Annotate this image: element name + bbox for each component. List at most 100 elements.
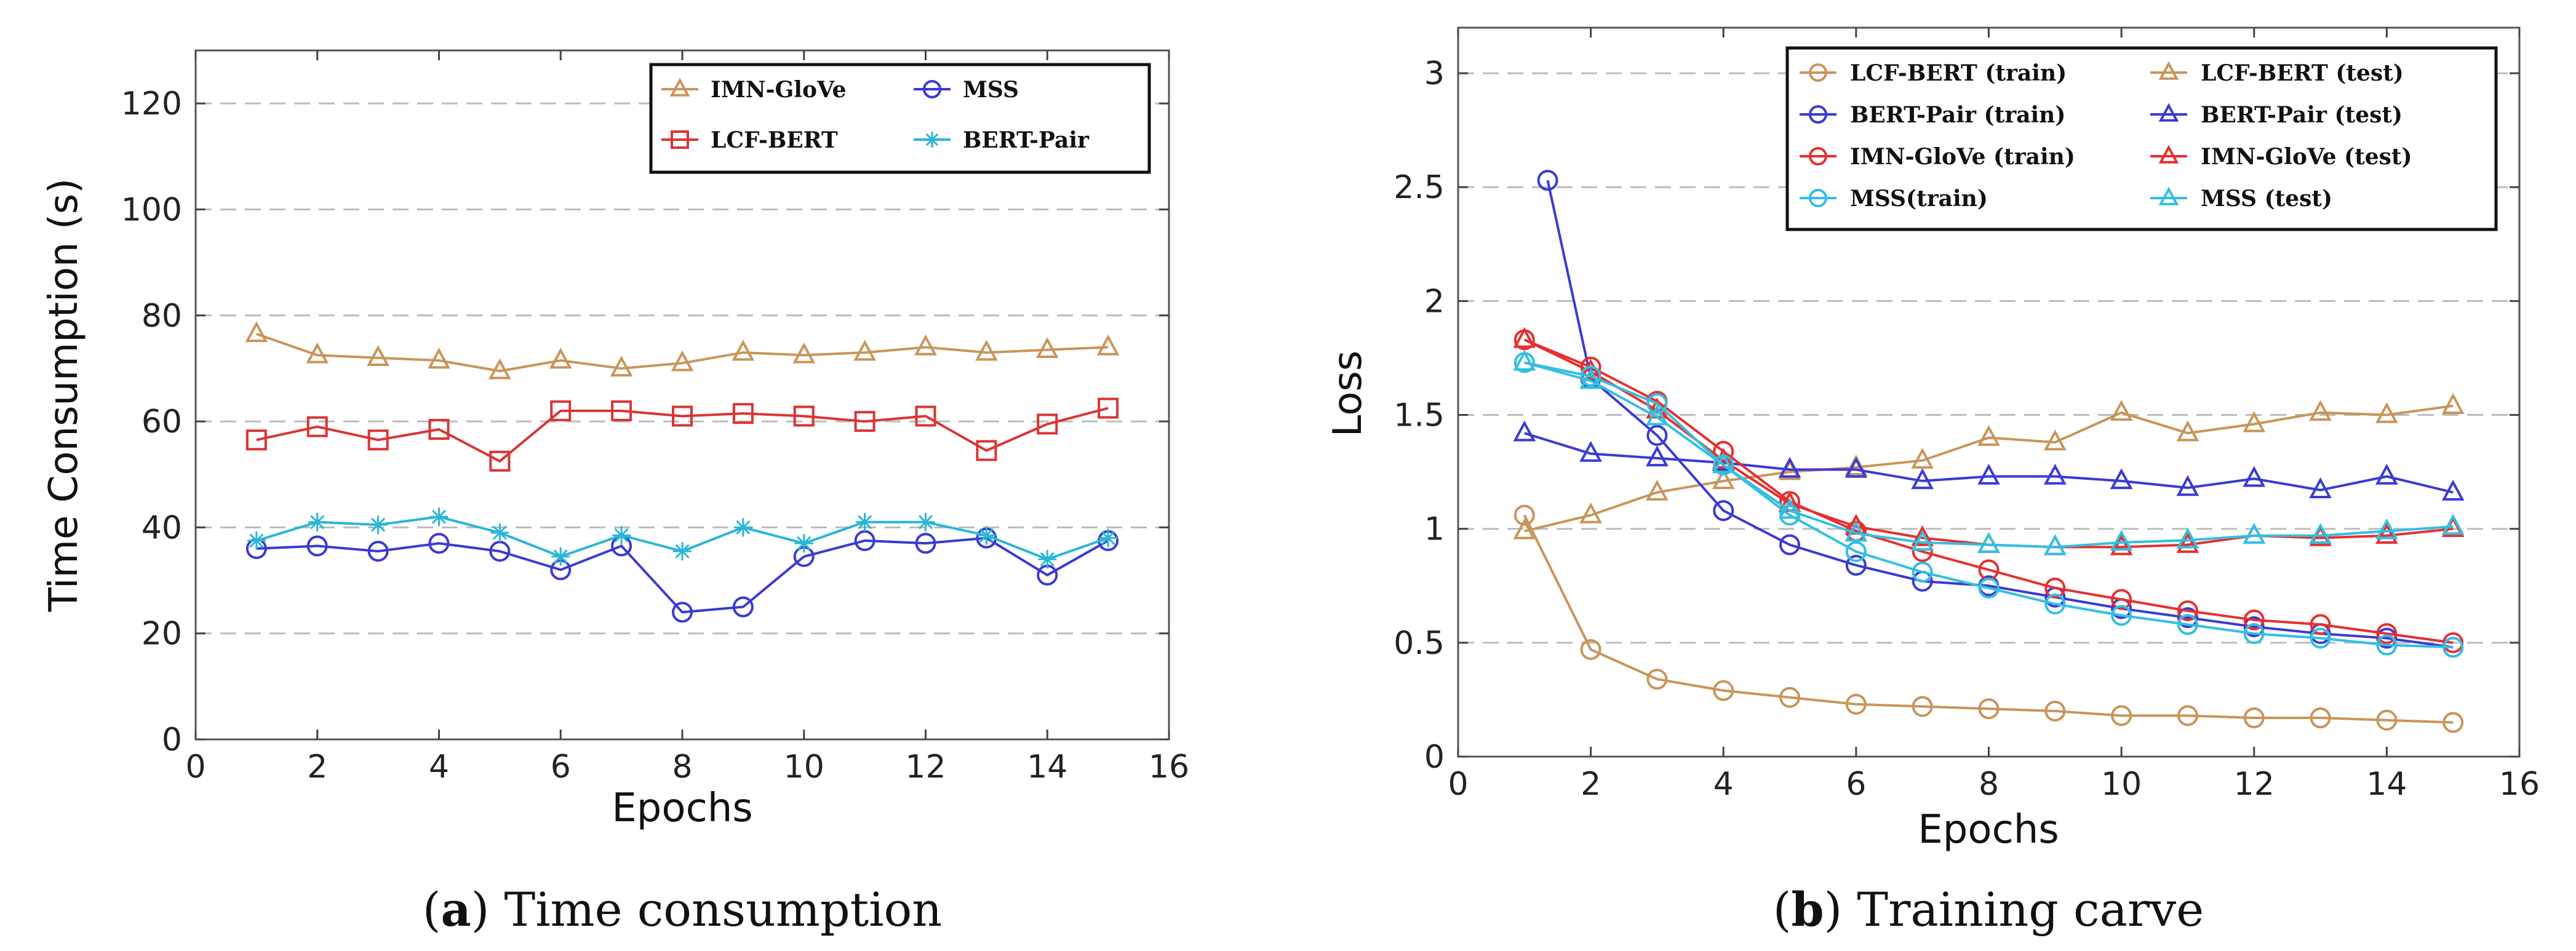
data-point: [1713, 680, 1734, 701]
data-point: [610, 356, 633, 377]
data-point: [794, 534, 813, 553]
data-point: [2243, 609, 2265, 631]
x-tick-label: 10: [784, 749, 824, 786]
data-point: [732, 340, 755, 361]
data-point: [428, 419, 450, 440]
chart-training-curve: 0 0.5 1 1.5 2 2.5 3 0 2 4 6 8 10 12 14 16 Epochs Loss L…: [1325, 26, 2540, 937]
data-point: [428, 348, 450, 369]
legend-label: LCF-BERT: [711, 127, 838, 153]
legend-item: MSS(train): [1800, 186, 1988, 212]
data-point: [306, 416, 328, 437]
legend-label: IMN-GloVe: [711, 77, 847, 103]
y-tick-label: 1: [1424, 511, 1445, 548]
data-point: [2111, 605, 2132, 626]
x-tick-label: 8: [672, 749, 692, 786]
y-axis-label-a: Time Consumption (s): [41, 178, 87, 612]
data-point: [1580, 639, 1601, 660]
data-point: [1579, 359, 1602, 380]
data-point: [853, 340, 876, 361]
data-point: [2177, 607, 2198, 629]
data-point: [369, 515, 388, 535]
series-line: [1524, 404, 2454, 533]
data-point: [1844, 456, 1868, 478]
legend-item: LCF-BERT: [661, 127, 838, 153]
legend-label: LCF-BERT (test): [2201, 60, 2404, 86]
y-tick-label: 1.5: [1394, 397, 1445, 434]
data-point: [1037, 413, 1058, 435]
data-point: [1580, 365, 1601, 387]
data-point: [2177, 614, 2198, 635]
series-lcf-bert-train-: [1513, 504, 2464, 733]
data-point: [612, 526, 631, 545]
data-point: [1978, 577, 2000, 599]
x-tick-label: 12: [905, 749, 946, 786]
data-point: [2375, 463, 2398, 485]
x-tick-label: 10: [2101, 766, 2142, 803]
legend-item: BERT-Pair (train): [1800, 102, 2065, 128]
data-point: [1646, 479, 1669, 501]
data-point: [490, 523, 509, 542]
data-point: [1513, 518, 1536, 539]
data-point: [1579, 440, 1602, 462]
data-point: [2243, 523, 2266, 544]
data-point: [306, 342, 329, 364]
data-point: [2441, 479, 2465, 501]
data-point: [855, 512, 874, 531]
data-point: [2442, 637, 2464, 658]
y-axis-label-b: Loss: [1325, 351, 1371, 437]
legend-item: LCF-BERT (test): [2150, 60, 2404, 86]
data-point: [551, 547, 570, 566]
data-point: [2110, 468, 2133, 490]
y-tick-label: 0: [162, 722, 182, 758]
legend-marker: [671, 130, 689, 149]
legend-b: LCF-BERT (train) LCF-BERT (test) BERT-Pair…: [1785, 46, 2498, 231]
data-point: [2176, 475, 2199, 496]
data-point: [611, 400, 632, 421]
data-point: [2376, 634, 2398, 656]
x-tick-label: 4: [1713, 766, 1734, 803]
data-point: [2043, 429, 2067, 451]
legend-label: LCF-BERT (train): [1850, 60, 2067, 86]
data-point: [308, 512, 327, 531]
data-point: [2243, 466, 2266, 487]
data-point: [1911, 447, 1934, 469]
series-line: [1524, 361, 2454, 649]
data-point: [671, 350, 694, 372]
x-tick-label: 4: [429, 749, 449, 786]
data-point: [2442, 712, 2464, 733]
legend-label: BERT-Pair (test): [2201, 102, 2403, 128]
data-point: [2375, 518, 2398, 539]
legend-item: BERT-Pair (test): [2150, 102, 2403, 128]
x-tick-label: 2: [307, 749, 327, 786]
y-tick-label: 20: [142, 616, 182, 653]
data-point: [367, 344, 389, 366]
data-point: [1096, 334, 1120, 356]
legend-marker: [2158, 186, 2179, 205]
data-point: [1099, 528, 1118, 547]
x-tick-label: 12: [2234, 766, 2275, 803]
data-point: [1513, 327, 1536, 348]
legend-marker: [924, 132, 940, 148]
data-point: [2375, 523, 2398, 544]
x-tick-label: 14: [2366, 766, 2407, 803]
data-point: [1844, 520, 1868, 542]
legend-label: IMN-GloVe (test): [2201, 144, 2412, 170]
data-point: [1513, 504, 1535, 526]
data-point: [245, 429, 267, 451]
series-line: [256, 333, 1109, 373]
data-point: [2176, 531, 2199, 553]
data-point: [1712, 447, 1735, 469]
y-tick-label: 120: [121, 86, 182, 122]
data-point: [2441, 514, 2465, 535]
data-point: [672, 602, 693, 623]
series-mss-test-: [1513, 349, 2465, 555]
data-point: [2110, 400, 2133, 421]
data-point: [2243, 411, 2266, 432]
data-point: [2044, 593, 2066, 615]
legend-marker: [2158, 145, 2179, 164]
legend-label: MSS: [963, 77, 1019, 103]
data-point: [732, 596, 754, 618]
data-point: [2177, 705, 2198, 726]
series-imn-glove-test-: [1513, 327, 2465, 555]
data-point: [549, 348, 572, 369]
